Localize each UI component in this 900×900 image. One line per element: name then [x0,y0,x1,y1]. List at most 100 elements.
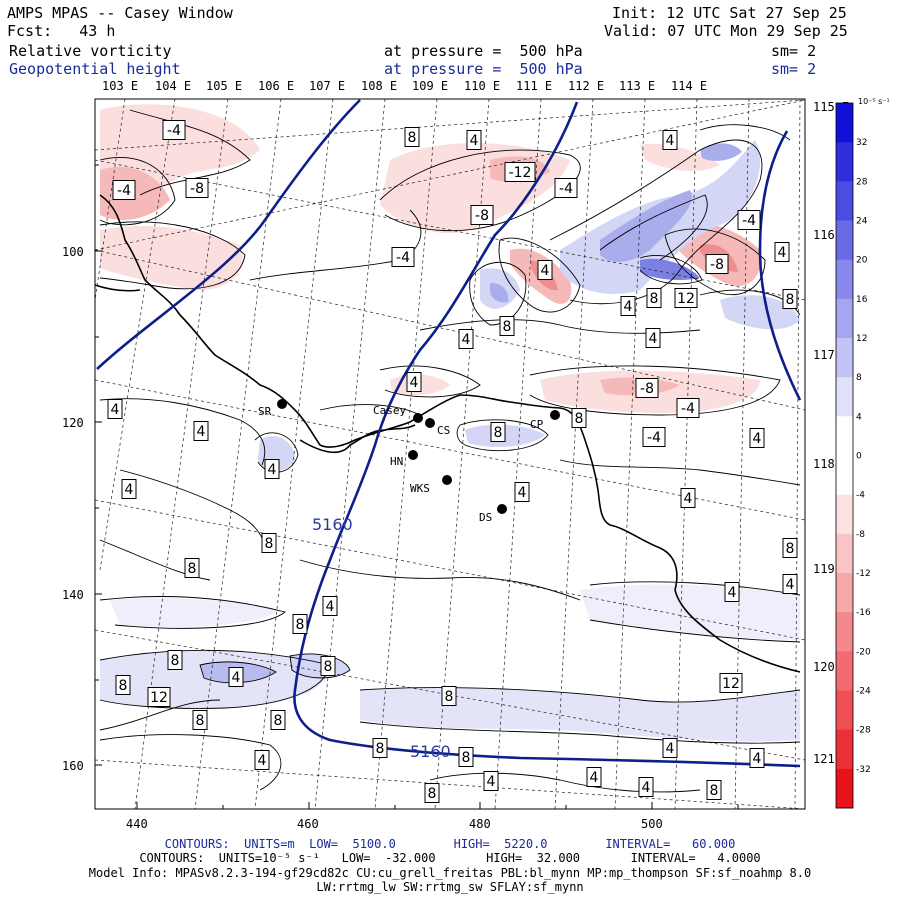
vorticity-label-box [147,687,171,707]
vorticity-label-box [115,675,131,695]
footer-vorticity-contours: CONTOURS: UNITS=10⁻⁵ s⁻¹ LOW= -32.000 HI… [139,851,761,865]
vorticity-label-box [185,178,209,198]
vorticity-label: 8 [786,541,795,557]
vorticity-label-box [184,558,200,578]
vorticity-label-box [424,783,440,803]
vorticity-label: 4 [410,375,419,391]
colorbar-band [836,690,853,731]
vorticity-label-box [571,408,587,428]
height-label: 5160 [312,515,353,534]
vorticity-label-box [391,247,415,267]
colorbar: 32 28 24 20 16 12 8 4 0 -4 -8 -12 -16 -20 -24 -28 -32 [835,102,871,809]
station-dot-cp [550,410,560,420]
vorticity-label-box [749,748,765,768]
vorticity-label: -4 [559,181,573,197]
vorticity-label-box [320,656,336,676]
vorticity-label: 4 [590,770,599,786]
vorticity-label: 8 [462,750,471,766]
colorbar-tick-label: -20 [856,647,871,657]
vorticity-label-box [441,686,457,706]
vorticity-label-box [404,127,420,147]
vorticity-label-box [662,738,678,758]
vorticity-label-box [646,288,662,308]
station-dot-hn [408,450,418,460]
vorticity-label: 8 [196,713,205,729]
colorbar-band [836,729,853,770]
field2-smoothing: sm= 2 [771,60,817,78]
vorticity-label-box [642,427,666,447]
colorbar-tick-label: 8 [856,373,862,383]
colorbar-band [836,573,853,613]
vorticity-label-box [228,667,244,687]
colorbar-tick-label: -4 [856,491,865,501]
lon-label: 103 E [102,79,138,93]
footer-height-contours: CONTOURS: UNITS=m LOW= 5100.0 HIGH= 5220… [164,837,736,851]
vorticity-label-box [192,710,208,730]
vorticity-label-box [458,329,474,349]
vorticity-label: 12 [677,291,695,307]
vorticity-label: -4 [647,430,661,446]
vorticity-label: 8 [575,411,584,427]
vorticity-label: -4 [396,250,410,266]
station-label: CS [437,424,450,437]
vorticity-label-box [774,242,790,262]
forecast-hour: Fcst: 43 h [7,22,116,40]
colorbar-band [836,494,853,535]
vorticity-label: -4 [681,401,695,417]
vorticity-labels: -4 -4 -8 -12 -4 -8 -4 -4 8 4 4 4 8 4 8 12 -8 4 -8 -4 8 4 4 8 4 4 4… [107,120,798,803]
vorticity-label-box [372,738,388,758]
vorticity-label: 4 [642,780,651,796]
vorticity-label-box [466,130,482,150]
vorticity-label-box [705,254,729,274]
colorbar-tick-label: 0 [856,452,862,462]
vorticity-label-box [112,180,136,200]
vorticity-label-box [782,538,798,558]
vorticity-label: 4 [326,599,335,615]
vorticity-label-box [537,260,553,280]
colorbar-tick-label: 28 [856,177,868,187]
vorticity-label-box [193,421,209,441]
colorbar-tick-label: 12 [856,334,867,344]
vorticity-label: -8 [475,208,489,224]
vorticity-label-box [635,378,659,398]
colorbar-band [836,651,853,691]
vorticity-label: 4 [111,402,120,418]
lon-label: 114 E [671,79,707,93]
vorticity-label-box [554,178,578,198]
vorticity-label: 4 [728,585,737,601]
field1-smoothing: sm= 2 [771,42,817,60]
height-label: 5160 [410,742,451,761]
station-label: SR [258,405,272,418]
vorticity-label: 4 [125,482,134,498]
y-tick-label: 140 [62,588,84,602]
vorticity-label: 4 [197,424,206,440]
colorbar-tick-label: -8 [856,530,865,540]
vorticity-label: 4 [462,332,471,348]
vorticity-label: -4 [742,213,756,229]
vorticity-label-box [121,479,137,499]
vorticity-label-box [504,162,536,182]
colorbar-tick-label: -16 [856,608,871,618]
colorbar-band [836,181,853,221]
vorticity-label: 4 [541,263,550,279]
vorticity-label: -4 [167,123,181,139]
vorticity-label-box [292,614,308,634]
height-contours [96,99,802,768]
vorticity-label: 8 [786,292,795,308]
vorticity-label-box [680,488,696,508]
colorbar-tick-label: 20 [856,256,868,266]
colorbar-tick-label: -24 [856,687,871,697]
colorbar-frame [835,102,854,809]
colorbar-band [836,259,853,300]
colorbar-band [836,298,853,339]
vorticity-label: 8 [324,659,333,675]
vorticity-label-box [499,316,515,336]
colorbar-band [836,416,853,456]
station-dot-sr [277,399,287,409]
lon-label: 109 E [412,79,448,93]
vorticity-label-box [676,398,700,418]
x-tick-label: 500 [641,817,663,831]
colorbar-unit: 10⁻⁵ s⁻¹ [858,97,890,106]
vorticity-label: 4 [753,751,762,767]
left-ticks [95,164,739,809]
